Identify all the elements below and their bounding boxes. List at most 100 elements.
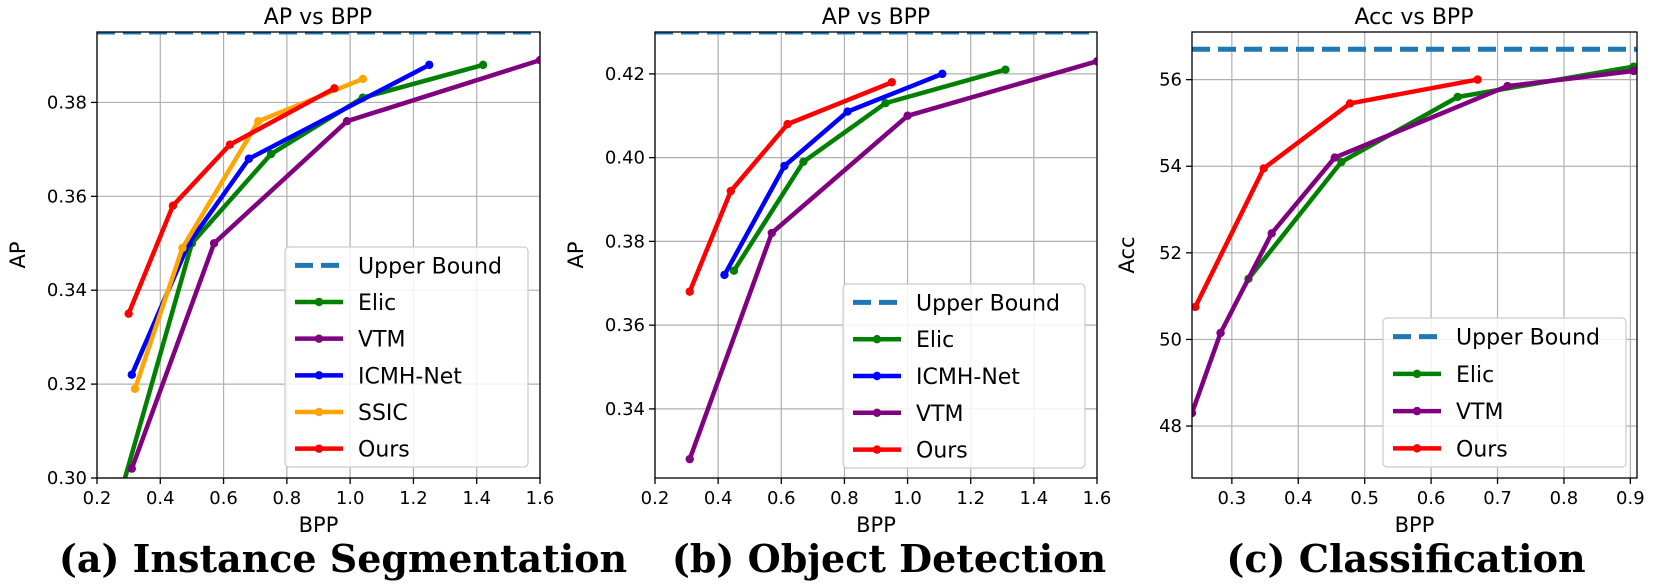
panel-caption: (a) Instance Segmentation: [59, 536, 627, 581]
data-point: [358, 74, 367, 84]
series-line-icmh-net: [722, 71, 944, 276]
x-tick-label: 0.9: [1616, 488, 1645, 509]
x-tick-label: 1.4: [1020, 488, 1049, 509]
x-axis-label: BPP: [1395, 513, 1435, 537]
x-axis-label: BPP: [299, 513, 339, 537]
series-line-ours: [1193, 77, 1479, 308]
x-tick-label: 1.0: [336, 488, 365, 509]
legend-label: Elic: [1456, 363, 1494, 388]
legend-marker: [314, 334, 324, 343]
legend-box: [842, 283, 1086, 469]
data-point: [478, 60, 488, 70]
data-point: [342, 117, 352, 126]
chart-title: AP vs BPP: [822, 5, 930, 30]
series-line-elic: [1246, 64, 1635, 281]
x-tick-label: 0.7: [1483, 488, 1512, 509]
y-tick-label: 0.36: [605, 315, 645, 336]
x-tick-label: 0.6: [209, 488, 238, 509]
plot-frame: [1191, 31, 1638, 479]
data-point: [1267, 229, 1276, 238]
legend-marker: [314, 407, 324, 417]
y-tick-label: 0.40: [605, 148, 645, 169]
x-tick-label: 0.8: [273, 488, 302, 509]
series-line-vtm: [129, 58, 540, 470]
legend-marker: [314, 371, 324, 380]
y-tick-label: 0.38: [605, 231, 645, 252]
series-line-vtm: [1192, 68, 1634, 414]
legend-label: Upper Bound: [358, 254, 502, 279]
series-group: [1192, 46, 1637, 418]
data-point: [938, 69, 947, 79]
y-tick-label: 48: [1159, 416, 1182, 437]
data-point: [1330, 153, 1339, 162]
chart-panel-1: 0.2 0.4 0.6 0.8 1.0 1.2 1.4 1.6 0.30 0.32 0.34 0.36…: [6, 5, 627, 581]
data-point: [903, 111, 912, 120]
series-line-ours: [687, 80, 893, 293]
legend-label: VTM: [1456, 400, 1503, 425]
legend-marker: [1412, 406, 1422, 416]
plot-frame: [96, 31, 541, 479]
y-tick-label: 0.38: [47, 92, 87, 113]
data-point: [780, 161, 789, 171]
data-point: [209, 239, 219, 248]
legend-label: Ours: [358, 438, 410, 463]
series-group: [97, 32, 540, 478]
legend-box: [1382, 317, 1627, 468]
data-point: [767, 228, 777, 238]
x-tick-label: 0.2: [641, 488, 670, 509]
panel-caption: (b) Object Detection: [672, 536, 1106, 581]
x-axis-label: BPP: [856, 513, 896, 537]
data-point: [685, 454, 694, 464]
data-point: [535, 55, 540, 65]
legend-marker: [1412, 444, 1422, 453]
x-tick-label: 1.0: [893, 488, 922, 509]
data-point: [1629, 66, 1637, 76]
legend-label: VTM: [916, 402, 963, 427]
legend-marker: [872, 335, 882, 344]
data-point: [881, 98, 890, 108]
panel-caption: (c) Classification: [1226, 536, 1585, 581]
x-tick-label: 0.4: [1284, 488, 1313, 509]
y-tick-label: 54: [1159, 156, 1182, 177]
series-line-vtm: [687, 59, 1097, 460]
data-point: [244, 154, 254, 163]
data-point: [887, 78, 896, 87]
plot-frame: [654, 31, 1098, 479]
y-tick-label: 0.36: [47, 186, 87, 207]
data-point: [130, 384, 140, 393]
x-tick-label: 1.2: [956, 488, 985, 509]
y-tick-label: 56: [1159, 70, 1182, 91]
series-line-ours: [126, 86, 336, 315]
y-tick-label: 50: [1159, 329, 1182, 350]
data-point: [127, 370, 137, 379]
chart-panel-2: 0.2 0.4 0.6 0.8 1.0 1.2 1.4 1.6 0.34 0.36 0.38 0.40…: [564, 5, 1111, 581]
x-tick-label: 1.4: [462, 488, 491, 509]
y-tick-label: 0.34: [605, 399, 645, 420]
legend-label: ICMH-Net: [358, 364, 462, 389]
y-tick-label: 0.34: [47, 280, 87, 301]
x-tick-label: 0.8: [830, 488, 859, 509]
y-axis-label: AP: [564, 241, 588, 268]
x-tick-label: 0.4: [704, 488, 733, 509]
y-axis-label: AP: [6, 241, 30, 268]
data-point: [1503, 81, 1512, 91]
data-point: [425, 60, 434, 70]
data-point: [1337, 157, 1346, 167]
x-tick-label: 1.2: [399, 488, 428, 509]
legend-marker: [872, 408, 882, 417]
data-point: [729, 266, 739, 275]
y-tick-label: 0.42: [605, 64, 645, 85]
legend-label: Elic: [916, 328, 954, 353]
y-tick-label: 52: [1159, 243, 1182, 264]
legend-label: ICMH-Net: [916, 365, 1020, 390]
legend-label: Ours: [916, 439, 968, 464]
x-tick-label: 0.4: [146, 488, 175, 509]
y-axis-label: Acc: [1115, 236, 1139, 273]
data-point: [1192, 408, 1197, 418]
legend-box: [284, 246, 529, 468]
series-group: [655, 32, 1097, 464]
data-point: [254, 117, 263, 126]
data-point: [799, 157, 808, 167]
x-tick-label: 0.5: [1350, 488, 1379, 509]
